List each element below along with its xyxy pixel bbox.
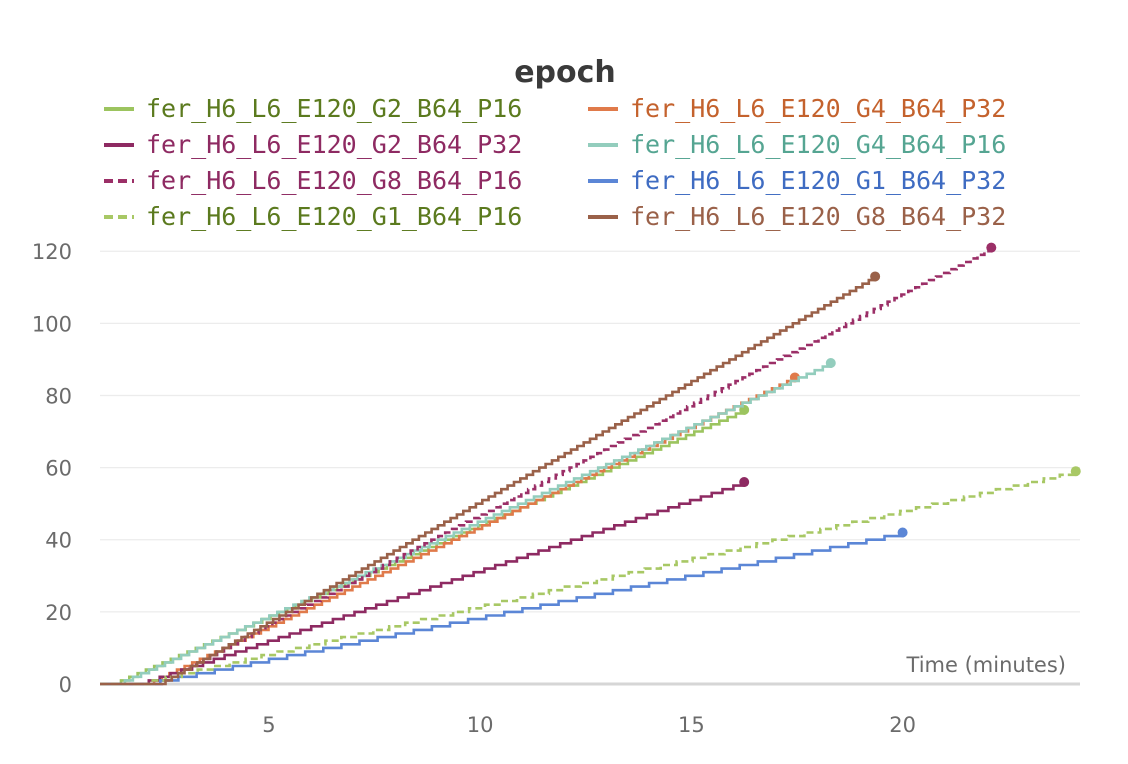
legend-label: fer_H6_L6_E120_G4_B64_P16 — [630, 130, 1006, 159]
series-end-point — [1070, 466, 1081, 477]
x-axis: 5 10 15 20 — [262, 713, 916, 737]
series-3 — [100, 477, 750, 686]
series-group — [100, 242, 1081, 686]
y-tick-label: 120 — [32, 240, 72, 264]
series-line — [100, 532, 904, 686]
series-line — [100, 482, 746, 686]
chart-title: epoch — [514, 55, 616, 90]
legend-item: fer_H6_L6_E120_G8_B64_P16 — [104, 166, 522, 195]
series-end-point — [897, 527, 908, 538]
y-axis: 0 20 40 60 80 100 120 — [32, 240, 72, 697]
legend-item: fer_H6_L6_E120_G1_B64_P32 — [588, 166, 1006, 195]
x-tick-label: 10 — [467, 713, 494, 737]
legend-item: fer_H6_L6_E120_G2_B64_P32 — [104, 130, 522, 159]
legend-label: fer_H6_L6_E120_G1_B64_P32 — [630, 166, 1006, 195]
legend-label: fer_H6_L6_E120_G8_B64_P16 — [146, 166, 522, 195]
legend-item: fer_H6_L6_E120_G2_B64_P16 — [104, 94, 522, 123]
grid — [100, 250, 1080, 686]
legend-label: fer_H6_L6_E120_G8_B64_P32 — [630, 202, 1006, 231]
legend-label: fer_H6_L6_E120_G2_B64_P16 — [146, 94, 522, 123]
y-tick-label: 40 — [45, 529, 72, 553]
series-end-point — [986, 242, 997, 253]
series-end-point — [870, 271, 881, 282]
legend-label: fer_H6_L6_E120_G1_B64_P16 — [146, 202, 522, 231]
y-tick-label: 20 — [45, 601, 72, 625]
x-tick-label: 15 — [678, 713, 705, 737]
x-axis-label: Time (minutes) — [906, 653, 1066, 677]
legend: fer_H6_L6_E120_G2_B64_P16 fer_H6_L6_E120_… — [104, 94, 1006, 231]
x-tick-label: 20 — [889, 713, 916, 737]
series-line — [100, 247, 993, 686]
series-8 — [100, 271, 881, 686]
y-tick-label: 100 — [32, 312, 72, 336]
legend-item: fer_H6_L6_E120_G1_B64_P16 — [104, 202, 522, 231]
legend-item: fer_H6_L6_E120_G4_B64_P16 — [588, 130, 1006, 159]
series-line — [100, 276, 877, 686]
legend-item: fer_H6_L6_E120_G8_B64_P32 — [588, 202, 1006, 231]
series-end-point — [825, 358, 836, 369]
series-6 — [100, 527, 908, 686]
y-tick-label: 60 — [45, 457, 72, 481]
legend-item: fer_H6_L6_E120_G4_B64_P32 — [588, 94, 1006, 123]
series-line — [100, 471, 1078, 686]
series-4 — [100, 358, 836, 686]
series-end-point — [739, 477, 750, 488]
y-tick-label: 80 — [45, 384, 72, 408]
series-line — [100, 363, 833, 686]
series-5 — [100, 242, 997, 686]
legend-label: fer_H6_L6_E120_G2_B64_P32 — [146, 130, 522, 159]
x-tick-label: 5 — [262, 713, 275, 737]
series-line — [100, 377, 797, 686]
y-tick-label: 0 — [59, 673, 72, 697]
series-7 — [100, 466, 1081, 686]
series-2 — [100, 372, 800, 686]
legend-label: fer_H6_L6_E120_G4_B64_P32 — [630, 94, 1006, 123]
